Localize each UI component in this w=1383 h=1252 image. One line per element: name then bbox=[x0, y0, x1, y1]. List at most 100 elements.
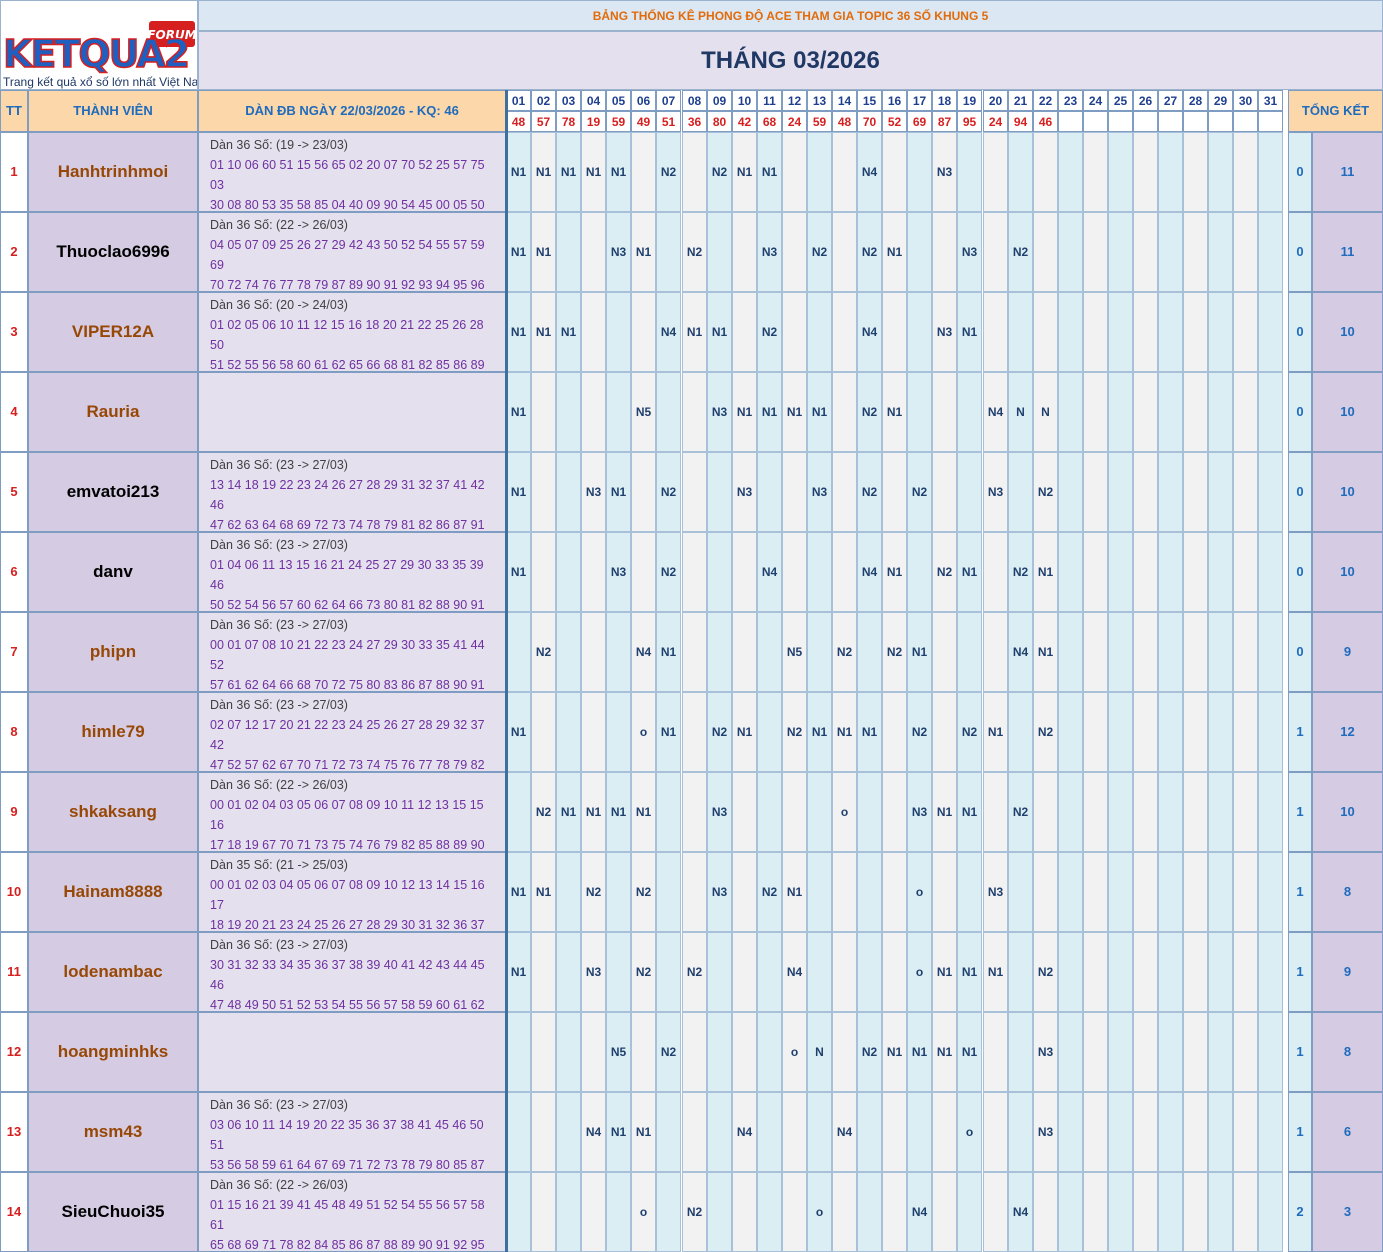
dan-line: 02 07 12 17 20 21 22 23 24 25 26 27 28 2… bbox=[210, 718, 485, 752]
logo-main: KETQUA2 bbox=[3, 32, 188, 76]
day-cell: N3 bbox=[606, 212, 631, 292]
dan-title: Dàn 36 Số: (23 -> 27/03) bbox=[210, 1098, 348, 1112]
day-cell: N2 bbox=[682, 932, 707, 1012]
day-cell bbox=[807, 612, 832, 692]
day-cell bbox=[506, 1012, 531, 1092]
row-number: 8 bbox=[0, 692, 28, 772]
member-name[interactable]: Rauria bbox=[28, 372, 198, 452]
row-number: 1 bbox=[0, 132, 28, 212]
day-cell: N1 bbox=[882, 1012, 907, 1092]
day-cell: N2 bbox=[907, 452, 932, 532]
day-cell bbox=[1108, 772, 1133, 852]
day-cell: N2 bbox=[757, 292, 782, 372]
day-cell bbox=[606, 692, 631, 772]
day-cell bbox=[1058, 212, 1083, 292]
day-cell: o bbox=[907, 852, 932, 932]
member-name[interactable]: danv bbox=[28, 532, 198, 612]
member-name[interactable]: SieuChuoi35 bbox=[28, 1172, 198, 1252]
day-cell bbox=[1208, 852, 1233, 932]
day-cell: N4 bbox=[857, 132, 882, 212]
day-cell bbox=[556, 612, 581, 692]
dan-line: 01 02 05 06 10 11 12 15 16 18 20 21 22 2… bbox=[210, 318, 484, 352]
day-cell bbox=[1033, 852, 1058, 932]
member-name[interactable]: shkaksang bbox=[28, 772, 198, 852]
day-cell bbox=[882, 852, 907, 932]
day-cell: N4 bbox=[832, 1092, 857, 1172]
day-cell bbox=[556, 852, 581, 932]
day-cell bbox=[807, 852, 832, 932]
day-cell bbox=[1108, 132, 1133, 212]
day-result: 19 bbox=[581, 111, 606, 132]
day-cell bbox=[1208, 612, 1233, 692]
day-cell bbox=[1033, 772, 1058, 852]
member-name[interactable]: emvatoi213 bbox=[28, 452, 198, 532]
zero-count: 1 bbox=[1288, 772, 1312, 852]
day-cell bbox=[1258, 532, 1283, 612]
member-name[interactable]: Hainam8888 bbox=[28, 852, 198, 932]
day-cell bbox=[1033, 1172, 1058, 1252]
day-cell: N1 bbox=[757, 132, 782, 212]
day-cell: N3 bbox=[932, 292, 957, 372]
day-cell bbox=[1058, 852, 1083, 932]
table-row: 13 msm43 Dàn 36 Số: (23 -> 27/03) 03 06 10 … bbox=[0, 1092, 1383, 1172]
day-cell bbox=[631, 532, 656, 612]
day-cell bbox=[757, 452, 782, 532]
day-cell bbox=[682, 612, 707, 692]
member-name[interactable]: lodenambac bbox=[28, 932, 198, 1012]
day-cell bbox=[707, 212, 732, 292]
day-cell bbox=[1108, 852, 1133, 932]
day-cell bbox=[556, 1172, 581, 1252]
member-name[interactable]: msm43 bbox=[28, 1092, 198, 1172]
row-number: 13 bbox=[0, 1092, 28, 1172]
member-name[interactable]: himle79 bbox=[28, 692, 198, 772]
day-cell: N1 bbox=[807, 692, 832, 772]
dan-title: Dàn 36 Số: (23 -> 27/03) bbox=[210, 618, 348, 632]
dan-title: Dàn 36 Số: (22 -> 26/03) bbox=[210, 1178, 348, 1192]
day-cell bbox=[1133, 532, 1158, 612]
day-cell bbox=[1183, 1092, 1208, 1172]
day-result bbox=[1108, 111, 1133, 132]
day-cell bbox=[782, 1172, 807, 1252]
day-cell bbox=[957, 1172, 982, 1252]
day-cell: N2 bbox=[631, 852, 656, 932]
row-number: 6 bbox=[0, 532, 28, 612]
member-name[interactable]: phipn bbox=[28, 612, 198, 692]
day-cell bbox=[832, 532, 857, 612]
day-header: 11 bbox=[757, 90, 782, 111]
site-logo[interactable]: FORUM KETQUA2 Trang kết quả xổ số lớn nh… bbox=[0, 0, 208, 90]
day-header: 12 bbox=[782, 90, 807, 111]
day-header: 02 bbox=[531, 90, 556, 111]
day-cell bbox=[1158, 772, 1183, 852]
day-cell: N1 bbox=[631, 772, 656, 852]
member-name[interactable]: VIPER12A bbox=[28, 292, 198, 372]
day-cell bbox=[707, 1172, 732, 1252]
day-cell bbox=[1008, 1092, 1033, 1172]
dan-line: 00 01 02 04 03 05 06 07 08 09 10 11 12 1… bbox=[210, 798, 484, 832]
table-row: 1 Hanhtrinhmoi Dàn 36 Số: (19 -> 23/03) 01 … bbox=[0, 132, 1383, 212]
day-header: 29 bbox=[1208, 90, 1233, 111]
day-cell bbox=[1108, 1012, 1133, 1092]
day-cell bbox=[656, 1092, 681, 1172]
day-cell bbox=[506, 1172, 531, 1252]
table-row: 12 hoangminhks N5 N2 o N N2 N1 N1 N1 N1 N3 1 8 bbox=[0, 1012, 1383, 1092]
day-cell: N3 bbox=[983, 852, 1008, 932]
day-cell bbox=[807, 532, 832, 612]
day-cell: N4 bbox=[907, 1172, 932, 1252]
day-cell bbox=[732, 932, 757, 1012]
day-cell bbox=[1183, 852, 1208, 932]
dan-numbers: Dàn 36 Số: (19 -> 23/03) 01 10 06 60 51 1… bbox=[198, 132, 506, 212]
day-cell bbox=[606, 292, 631, 372]
member-name[interactable]: Thuoclao6996 bbox=[28, 212, 198, 292]
member-name[interactable]: hoangminhks bbox=[28, 1012, 198, 1092]
day-cell bbox=[707, 932, 732, 1012]
day-cell bbox=[1258, 212, 1283, 292]
zero-count: 1 bbox=[1288, 932, 1312, 1012]
day-cell: N1 bbox=[732, 372, 757, 452]
member-name[interactable]: Hanhtrinhmoi bbox=[28, 132, 198, 212]
day-cell bbox=[1208, 292, 1233, 372]
day-cell: N bbox=[1008, 372, 1033, 452]
day-cell bbox=[1033, 132, 1058, 212]
day-cell: N1 bbox=[957, 1012, 982, 1092]
day-cell bbox=[682, 532, 707, 612]
total-count: 11 bbox=[1312, 212, 1383, 292]
